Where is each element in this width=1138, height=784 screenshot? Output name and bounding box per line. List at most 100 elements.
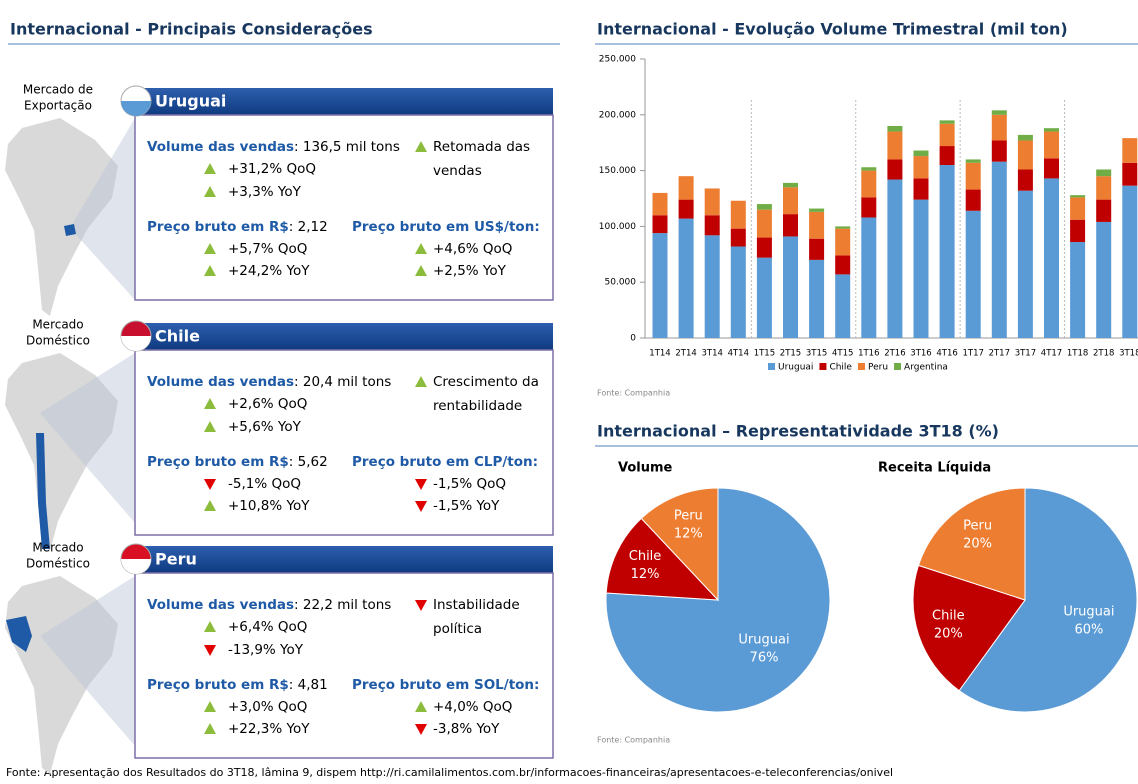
market-label: Mercado (32, 541, 83, 555)
down-arrow (415, 724, 427, 735)
slice-value: 60% (1074, 622, 1103, 637)
bar-segment (1070, 242, 1086, 338)
bar-segment (704, 235, 720, 338)
flag-part (121, 101, 151, 116)
bar-segment (861, 197, 877, 218)
price-local-change: +2,5% YoY (433, 263, 507, 279)
down-arrow (204, 645, 216, 656)
price-brl-value: : 2,12 (289, 219, 328, 235)
slice-value: 12% (631, 567, 660, 582)
bar-segment (913, 199, 929, 338)
legend-swatch (894, 363, 902, 370)
legend-swatch (768, 363, 775, 370)
legend-label: Peru (868, 363, 888, 373)
market-label: Doméstico (26, 557, 90, 571)
bar-segment (835, 274, 851, 338)
up-arrow (204, 186, 216, 197)
bar-segment (861, 167, 877, 171)
y-tick-label: 200.000 (599, 110, 636, 120)
bar-segment (887, 131, 903, 160)
bar-segment (861, 217, 877, 338)
note: rentabilidade (433, 398, 522, 414)
down-arrow (415, 501, 427, 512)
bar-segment (652, 192, 668, 216)
price-local-label: Preço bruto em SOL/ton: (352, 677, 539, 693)
x-tick-label: 3T14 (701, 349, 722, 359)
note: vendas (433, 163, 482, 179)
bar-segment (730, 200, 746, 229)
up-arrow (204, 500, 216, 511)
price-brl-change: -5,1% QoQ (228, 476, 301, 492)
bar-segment (1096, 199, 1112, 222)
up-arrow (204, 163, 216, 174)
bar-segment (861, 170, 877, 198)
bar-segment (1017, 169, 1033, 191)
slice-value: 12% (674, 527, 703, 542)
x-tick-label: 1T17 (962, 349, 983, 359)
up-arrow (204, 421, 216, 432)
pie-slice (917, 487, 1026, 601)
up-arrow (204, 398, 216, 409)
y-tick-label: 0 (630, 334, 636, 344)
note: Instabilidade (433, 597, 520, 613)
price-brl-line: Preço bruto em R$: 4,81 (147, 677, 328, 693)
down-arrow (415, 479, 427, 490)
pie-title: Receita Líquida (878, 461, 991, 476)
price-brl-change: +3,0% QoQ (228, 699, 307, 715)
price-local-change: +4,6% QoQ (433, 241, 512, 257)
bar-segment (783, 214, 798, 237)
market-label: Doméstico (26, 334, 90, 348)
flag-part (121, 336, 151, 351)
volume-change: +5,6% YoY (228, 419, 302, 435)
bar-segment (991, 161, 1007, 338)
bar-segment (1122, 138, 1138, 163)
wedge (70, 118, 135, 300)
legend-label: Argentina (904, 363, 948, 373)
x-tick-label: 4T17 (1041, 349, 1062, 359)
bar-segment (652, 215, 668, 234)
slice-label: Peru (674, 509, 703, 524)
x-tick-label: 2T14 (675, 349, 696, 359)
chart-title: Internacional - Evolução Volume Trimestr… (597, 20, 1068, 39)
bar-segment (1070, 197, 1086, 220)
price-brl-change: +10,8% YoY (228, 498, 310, 514)
bar-segment (939, 165, 955, 338)
y-tick-label: 150.000 (599, 166, 636, 176)
volume-line: Volume das vendas: 20,4 mil tons (147, 374, 391, 390)
x-tick-label: 2T15 (780, 349, 801, 359)
country-highlight (36, 433, 50, 549)
bar-segment (1017, 134, 1033, 141)
bar-segment (1044, 128, 1059, 132)
bar-segment (809, 259, 825, 338)
x-tick-label: 3T15 (806, 349, 827, 359)
wedge (40, 353, 135, 523)
slice-label: Peru (963, 518, 992, 533)
up-arrow (204, 265, 216, 276)
price-brl-line: Preço bruto em R$: 5,62 (147, 454, 328, 470)
bar-segment (1017, 190, 1033, 338)
bar-segment (809, 208, 825, 212)
volume-value: : 136,5 mil tons (294, 139, 400, 155)
pie-slice (605, 517, 720, 601)
info-box (134, 114, 554, 301)
bar-segment (939, 146, 955, 166)
legend-swatch (857, 363, 865, 370)
legend-label: Chile (829, 363, 852, 373)
bar-segment (939, 120, 955, 124)
country-name: Chile (155, 327, 200, 346)
bar-segment (887, 179, 903, 338)
slice-label: Uruguai (1063, 604, 1114, 619)
y-tick-label: 100.000 (599, 222, 636, 232)
header-bar (130, 88, 553, 115)
bar-segment (783, 182, 798, 188)
bar-segment (809, 211, 825, 239)
bar-segment (678, 218, 694, 338)
note: Crescimento da (433, 374, 539, 390)
price-brl-change: +22,3% YoY (228, 721, 310, 737)
bar-segment (965, 189, 981, 211)
bar-segment (1122, 185, 1138, 338)
bar-segment (756, 209, 772, 238)
bar-segment (913, 178, 929, 200)
